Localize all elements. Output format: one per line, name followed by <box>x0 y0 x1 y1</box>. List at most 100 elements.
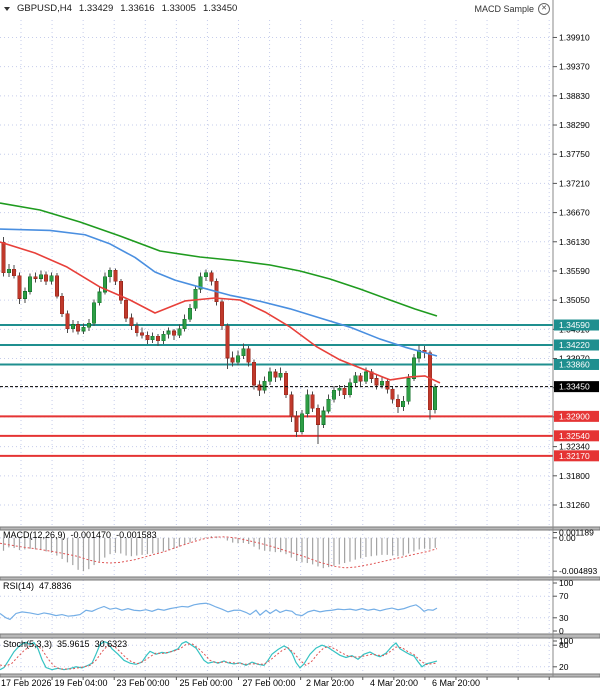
macd-label: MACD(12,26,9) <box>3 530 66 540</box>
quote-high: 1.33616 <box>120 3 155 14</box>
candle-bull <box>188 307 193 320</box>
candle-bull <box>241 348 246 357</box>
candle-bull <box>321 410 326 425</box>
candle-bull <box>379 380 384 386</box>
time-axis-label: 19 Feb 04:00 <box>54 678 107 688</box>
panel-separator[interactable] <box>0 633 600 639</box>
candle-bear <box>33 276 38 279</box>
stoch-axis-20: 20 <box>559 662 569 672</box>
candle-bear <box>124 299 129 319</box>
candle-bear <box>209 272 214 282</box>
rsi-axis-100: 100 <box>559 578 573 588</box>
price-axis-label: 1.35050 <box>559 295 590 305</box>
rsi-value: 47.8836 <box>39 581 72 591</box>
candle-bull <box>236 355 241 363</box>
level-badge-teal-bg <box>554 339 599 351</box>
candle-bear <box>145 334 150 340</box>
candle-bull <box>177 328 182 336</box>
candle-bear <box>1 242 6 273</box>
candle-bear <box>134 325 139 333</box>
candle-bull <box>433 386 438 411</box>
candle-bear <box>283 372 288 396</box>
candle-bull <box>337 387 342 391</box>
rsi-axis-30: 30 <box>559 613 569 623</box>
candle-bear <box>129 317 134 326</box>
price-axis-label: 1.37750 <box>559 149 590 159</box>
candle-bull <box>182 318 187 330</box>
time-axis-label: 25 Feb 00:00 <box>179 678 232 688</box>
level-badge-teal: 1.33860 <box>559 359 590 369</box>
candle-bear <box>140 332 145 336</box>
candle-bull <box>411 357 416 379</box>
candle-bear <box>113 270 118 282</box>
candle-bull <box>86 323 91 328</box>
candle-bear <box>65 313 70 330</box>
level-badge-teal-bg <box>554 319 599 331</box>
stoch-panel-label: Stoch(5,3,3) 35.9615 30.6323 <box>3 639 127 649</box>
time-axis-label: 27 Feb 00:00 <box>242 678 295 688</box>
indicator-name-label: MACD Sample <box>474 4 534 14</box>
level-badge-red: 1.32900 <box>559 411 590 421</box>
stoch-axis-80: 80 <box>559 640 569 650</box>
rsi-label: RSI(14) <box>3 581 35 591</box>
candle-bull <box>28 276 33 292</box>
candle-bear <box>427 352 432 411</box>
panel-separator[interactable] <box>0 526 600 531</box>
candle-bear <box>395 398 400 407</box>
symbol-timeframe-label[interactable]: GBPUSD,H4 <box>17 3 72 14</box>
candle-bear <box>246 348 251 363</box>
price-axis-label: 1.32340 <box>559 442 590 452</box>
ma-red-line <box>0 241 441 384</box>
candle-bear <box>273 371 278 378</box>
candle-bull <box>102 276 107 293</box>
panel-separator[interactable] <box>0 576 600 581</box>
remove-indicator-icon[interactable]: ✕ <box>538 3 550 15</box>
macd-value-main: -0.001470 <box>70 530 112 540</box>
time-axis[interactable]: 17 Feb 2026 19 Feb 04:00 23 Feb 00:00 25 Fe… <box>1 677 550 688</box>
candle-bull <box>22 291 27 299</box>
moving-averages <box>0 202 441 384</box>
symbol-dropdown-arrow-icon[interactable] <box>4 6 10 11</box>
candle-bear <box>44 274 49 282</box>
candle-bear <box>385 380 390 390</box>
rsi-axis-70: 70 <box>559 591 569 601</box>
candle-bull <box>198 276 203 290</box>
price-axis-label: 1.37210 <box>559 178 590 188</box>
candle-bull <box>38 274 43 279</box>
quote-low: 1.33005 <box>161 3 196 14</box>
candle-bear <box>12 269 17 277</box>
quote-bar: GBPUSD,H4 1.33429 1.33616 1.33005 1.3345… <box>4 3 237 14</box>
stoch-value-k: 35.9615 <box>57 639 90 649</box>
candle-bull <box>401 400 406 407</box>
candle-bull <box>363 371 368 382</box>
price-axis-label: 1.31800 <box>559 471 590 481</box>
candle-bear <box>289 394 294 417</box>
candle-bull <box>267 371 272 382</box>
candle-bear <box>172 330 177 336</box>
stoch-d-line <box>0 643 438 670</box>
price-axis-label: 1.33970 <box>559 354 590 364</box>
grid-lines <box>0 20 553 674</box>
stoch-panel <box>0 640 438 671</box>
panel-separator[interactable] <box>0 673 600 678</box>
price-axis[interactable]: 1.39910 1.39370 1.38830 1.38290 1.37750 1.372… <box>553 32 598 672</box>
candle-bull <box>166 330 171 335</box>
macd-axis-zero: 0.00 <box>559 533 576 543</box>
candle-bull <box>97 291 102 304</box>
price-axis-label: 1.39370 <box>559 62 590 72</box>
rsi-axis-0: 0 <box>559 626 564 636</box>
candle-bear <box>225 325 230 359</box>
candle-bull <box>299 413 304 432</box>
candle-bear <box>252 362 257 386</box>
price-axis-label: 1.35590 <box>559 266 590 276</box>
level-badge-red: 1.32170 <box>559 451 590 461</box>
candle-bull <box>305 394 310 414</box>
stoch-label: Stoch(5,3,3) <box>3 639 53 649</box>
price-axis-label: 1.39910 <box>559 32 590 42</box>
candle-bear <box>358 375 363 382</box>
level-badge-teal: 1.34220 <box>559 340 590 350</box>
candle-bear <box>390 389 395 400</box>
